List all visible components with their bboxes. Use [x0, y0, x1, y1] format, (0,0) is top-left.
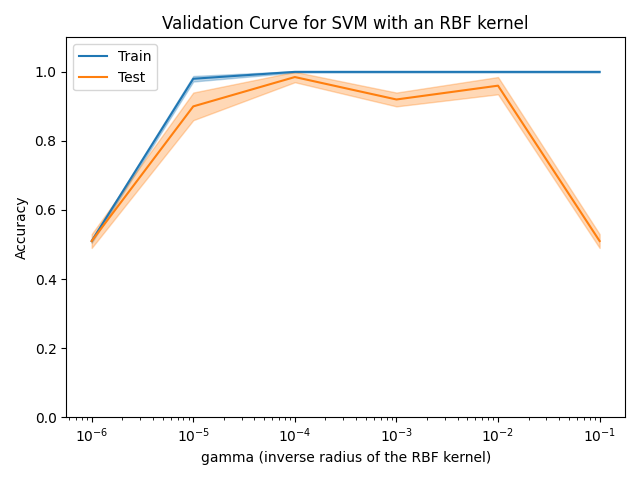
Test: [88, 238, 95, 244]
Title: Validation Curve for SVM with an RBF kernel: Validation Curve for SVM with an RBF ker…: [163, 15, 529, 33]
Test: [291, 74, 299, 80]
Train: [189, 76, 197, 82]
Train: [596, 69, 604, 75]
Test: [392, 96, 400, 102]
Train: [392, 69, 400, 75]
Test: [494, 83, 502, 88]
Test: [189, 104, 197, 109]
X-axis label: gamma (inverse radius of the RBF kernel): gamma (inverse radius of the RBF kernel): [200, 451, 491, 465]
Train: [494, 69, 502, 75]
Legend: Train, Test: Train, Test: [73, 44, 157, 90]
Y-axis label: Accuracy: Accuracy: [15, 195, 29, 259]
Line: Test: Test: [92, 77, 600, 241]
Train: [291, 69, 299, 75]
Test: [596, 238, 604, 244]
Train: [88, 238, 95, 244]
Line: Train: Train: [92, 72, 600, 241]
